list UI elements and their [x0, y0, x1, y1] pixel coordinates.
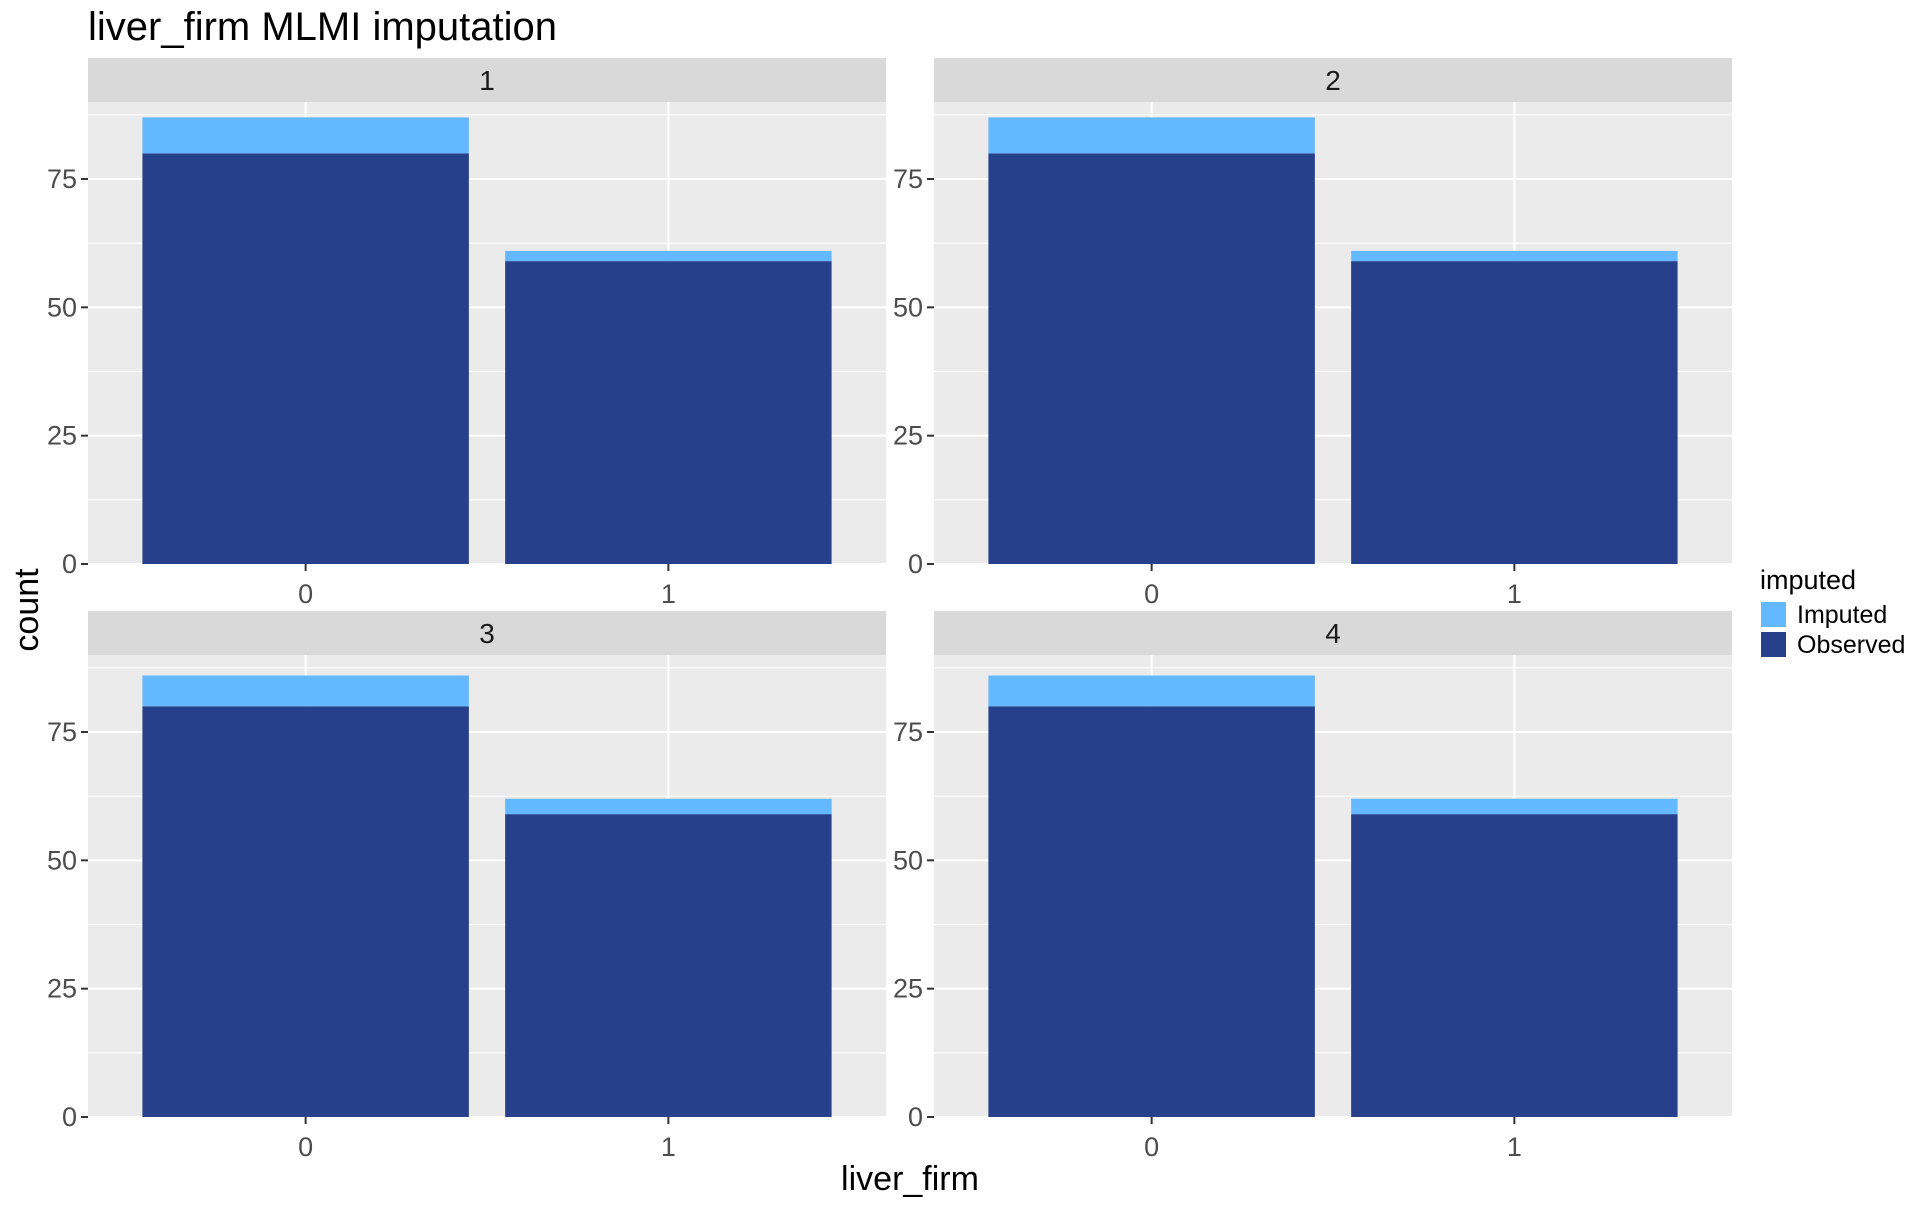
- bar-observed-cat-1: [505, 261, 832, 564]
- facet-strip-label: 1: [479, 65, 495, 96]
- facet-panel-2: 2 0 25 50 75 0 1: [893, 58, 1732, 609]
- legend-label-imputed: Imputed: [1797, 601, 1887, 629]
- facet-strip: [88, 611, 886, 655]
- x-tick-label: 1: [1507, 579, 1522, 609]
- facet-strip-label: 2: [1325, 65, 1341, 96]
- bar-imputed-cat-1: [505, 250, 832, 262]
- facet-panel-1: 1 0 25 50 75 0 1: [47, 58, 886, 609]
- bar-observed-cat-0: [142, 153, 469, 565]
- facet-panel-4: 4 0 25 50 75 0 1: [893, 611, 1732, 1162]
- facet-strip: [88, 58, 886, 102]
- bar-observed-cat-1: [505, 814, 832, 1117]
- y-tick-label: 50: [47, 292, 77, 322]
- legend-title: imputed: [1760, 565, 1856, 595]
- bar-observed-cat-1: [1351, 261, 1678, 564]
- facet-strip-label: 4: [1325, 618, 1341, 649]
- y-tick-label: 50: [893, 292, 923, 322]
- y-tick-label: 0: [908, 1102, 923, 1132]
- bar-observed-cat-0: [988, 706, 1315, 1117]
- y-tick-label: 0: [908, 549, 923, 579]
- x-tick-label: 1: [661, 579, 676, 609]
- y-tick-label: 0: [62, 1102, 77, 1132]
- y-tick-label: 0: [62, 549, 77, 579]
- facet-strip: [934, 58, 1732, 102]
- facet-strip-label: 3: [479, 618, 495, 649]
- facet-panel-3: 3 0 25 50 75 0 1: [47, 611, 886, 1162]
- chart-title: liver_firm MLMI imputation: [88, 5, 557, 49]
- bar-imputed-cat-0: [988, 675, 1315, 707]
- legend-swatch-imputed: [1761, 602, 1786, 627]
- legend-label-observed: Observed: [1797, 631, 1905, 659]
- y-tick-label: 25: [893, 974, 923, 1004]
- bar-imputed-cat-0: [988, 117, 1315, 154]
- y-tick-label: 75: [47, 164, 77, 194]
- x-tick-label: 0: [1144, 1132, 1159, 1162]
- y-axis-title: count: [8, 568, 46, 652]
- y-tick-label: 25: [47, 421, 77, 451]
- x-axis-title: liver_firm: [841, 1160, 979, 1198]
- bar-observed-cat-1: [1351, 814, 1678, 1117]
- y-tick-label: 75: [893, 164, 923, 194]
- bar-imputed-cat-1: [1351, 798, 1678, 815]
- facet-panels: 1 0 25 50 75 0 1 2 0 25 50 75 0 1 3 0 25 50 75 0 1 4 0 25 50 75 0 1: [47, 58, 1732, 1162]
- y-tick-label: 50: [893, 845, 923, 875]
- y-tick-label: 75: [47, 717, 77, 747]
- bar-imputed-cat-0: [142, 117, 469, 154]
- bar-imputed-cat-0: [142, 675, 469, 707]
- bar-imputed-cat-1: [1351, 250, 1678, 262]
- y-tick-label: 50: [47, 845, 77, 875]
- y-tick-label: 25: [47, 974, 77, 1004]
- x-tick-label: 0: [298, 579, 313, 609]
- x-tick-label: 0: [298, 1132, 313, 1162]
- bar-imputed-cat-1: [505, 798, 832, 815]
- bar-observed-cat-0: [988, 153, 1315, 565]
- y-tick-label: 25: [893, 421, 923, 451]
- y-tick-label: 75: [893, 717, 923, 747]
- x-tick-label: 0: [1144, 579, 1159, 609]
- x-tick-label: 1: [661, 1132, 676, 1162]
- legend-swatch-observed: [1761, 632, 1786, 657]
- x-tick-label: 1: [1507, 1132, 1522, 1162]
- bar-observed-cat-0: [142, 706, 469, 1117]
- facet-strip: [934, 611, 1732, 655]
